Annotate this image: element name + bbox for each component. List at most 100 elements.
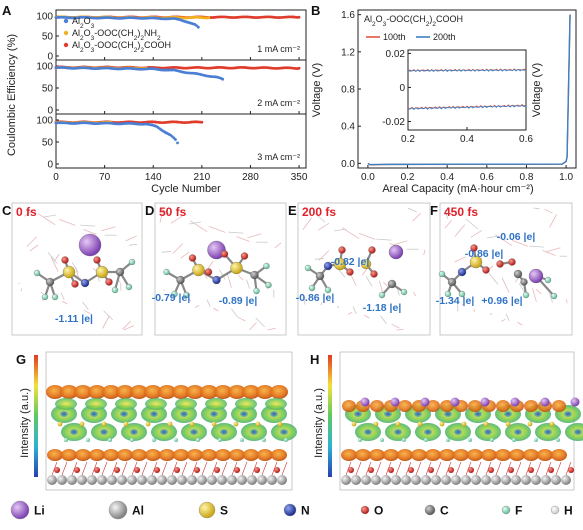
density-core [364, 429, 372, 435]
x-tick-label: 280 [242, 172, 259, 183]
element-c-icon [424, 504, 436, 516]
substrate-o [74, 467, 80, 473]
bg-bond [227, 273, 232, 288]
sulfur-atom [189, 421, 195, 427]
density-blob [256, 385, 274, 399]
substrate-al [237, 475, 247, 485]
substrate-al [371, 475, 381, 485]
substrate-al [207, 475, 217, 485]
density-blob [186, 385, 204, 399]
bg-bond [206, 299, 211, 307]
density-core [394, 429, 402, 435]
density-blob [173, 449, 189, 461]
density-blob [242, 385, 260, 399]
y-tick-label: 50 [42, 138, 54, 149]
bg-bond [102, 315, 110, 329]
bg-bond [83, 229, 97, 235]
bg-bond [320, 302, 323, 306]
density-core [210, 411, 218, 417]
panel-b: B Voltage (V) 0.00.40.81.21.60.0 0.2 0.4 0.… [311, 3, 577, 195]
substrate-bond [241, 461, 248, 476]
atom-o [105, 278, 113, 286]
substrate-bond [515, 461, 522, 476]
substrate-bond [345, 461, 352, 476]
bg-bond [544, 208, 553, 214]
panel-b-xlabel: Areal Capacity (mA·hour cm⁻²) [382, 183, 533, 195]
substrate-bond [425, 461, 432, 476]
atom-f [125, 283, 133, 291]
charge-label: -1.34 |e| [436, 295, 475, 307]
sulfur-atom [211, 421, 217, 427]
sulfur-atom [233, 421, 239, 427]
substrate-al [521, 475, 531, 485]
substrate-o [214, 467, 220, 473]
atom-s [192, 263, 205, 277]
density-blob [411, 449, 427, 461]
bg-bond [23, 208, 36, 217]
panel-e-label: E [288, 203, 297, 218]
substrate-al [87, 475, 97, 485]
substrate-al [461, 475, 471, 485]
bg-bond [336, 305, 340, 309]
density-core [544, 429, 552, 435]
density-core [474, 411, 482, 417]
density-blob [215, 449, 231, 461]
atom-o [240, 252, 249, 260]
atom-f [263, 262, 270, 270]
data-point [200, 120, 204, 124]
bg-bond [546, 247, 561, 253]
bg-bond [529, 245, 545, 248]
bg-bond [454, 256, 466, 263]
fluorine-atom [446, 438, 450, 442]
fluorine-atom [174, 438, 178, 442]
atom-o [346, 268, 354, 276]
fluorine-atom [358, 438, 362, 442]
element-h-icon [550, 505, 560, 515]
lithium-atom [480, 397, 490, 407]
bg-bond [26, 236, 38, 247]
substrate-o [528, 467, 534, 473]
bg-bond [125, 235, 137, 242]
panel-a-legend: Al2O3 Al2O3-OOC(CH2)2NH2 Al2O3-OOC(CH2)2… [63, 16, 171, 54]
atom-o [220, 250, 229, 258]
density-blob [495, 449, 511, 461]
atom-s [62, 265, 76, 279]
substrate-al [481, 475, 491, 485]
bg-bond [352, 306, 357, 314]
substrate-al [551, 475, 561, 485]
substrate-al [361, 475, 371, 485]
data-point [174, 138, 177, 141]
sulfur-atom [351, 421, 357, 427]
fluorine-atom [240, 438, 244, 442]
x-tick-label: 0.8 [520, 172, 534, 183]
density-blob [117, 449, 133, 461]
charge-label: -1.18 |e| [363, 302, 402, 314]
substrate-bond [475, 461, 482, 476]
panel-d: D 50 fs -0.79 |e| -0.89 |e| [145, 202, 287, 336]
bg-bond [536, 288, 542, 295]
md-time-label: 200 fs [302, 205, 336, 219]
substrate-al [451, 475, 461, 485]
sulfur-atom [167, 421, 173, 427]
element-f-label: F [515, 504, 522, 518]
atom-o [71, 280, 79, 288]
density-blob [145, 449, 161, 461]
substrate-al [187, 475, 197, 485]
atom-f [265, 281, 272, 289]
atom-f [304, 264, 312, 272]
bg-bond [40, 291, 44, 295]
sulfur-atom [395, 421, 401, 427]
inset-x-tick-label: 0.6 [519, 134, 533, 145]
substrate-al [511, 475, 521, 485]
substrate-al [391, 475, 401, 485]
density-blob [130, 385, 148, 399]
data-point [297, 15, 301, 19]
bg-bond [465, 218, 479, 230]
density-blob [158, 385, 176, 399]
substrate-o [134, 467, 140, 473]
substrate-o [388, 467, 394, 473]
substrate-al [267, 475, 277, 485]
substrate-al [401, 475, 411, 485]
density-core [384, 411, 392, 417]
atom-f [41, 293, 49, 301]
